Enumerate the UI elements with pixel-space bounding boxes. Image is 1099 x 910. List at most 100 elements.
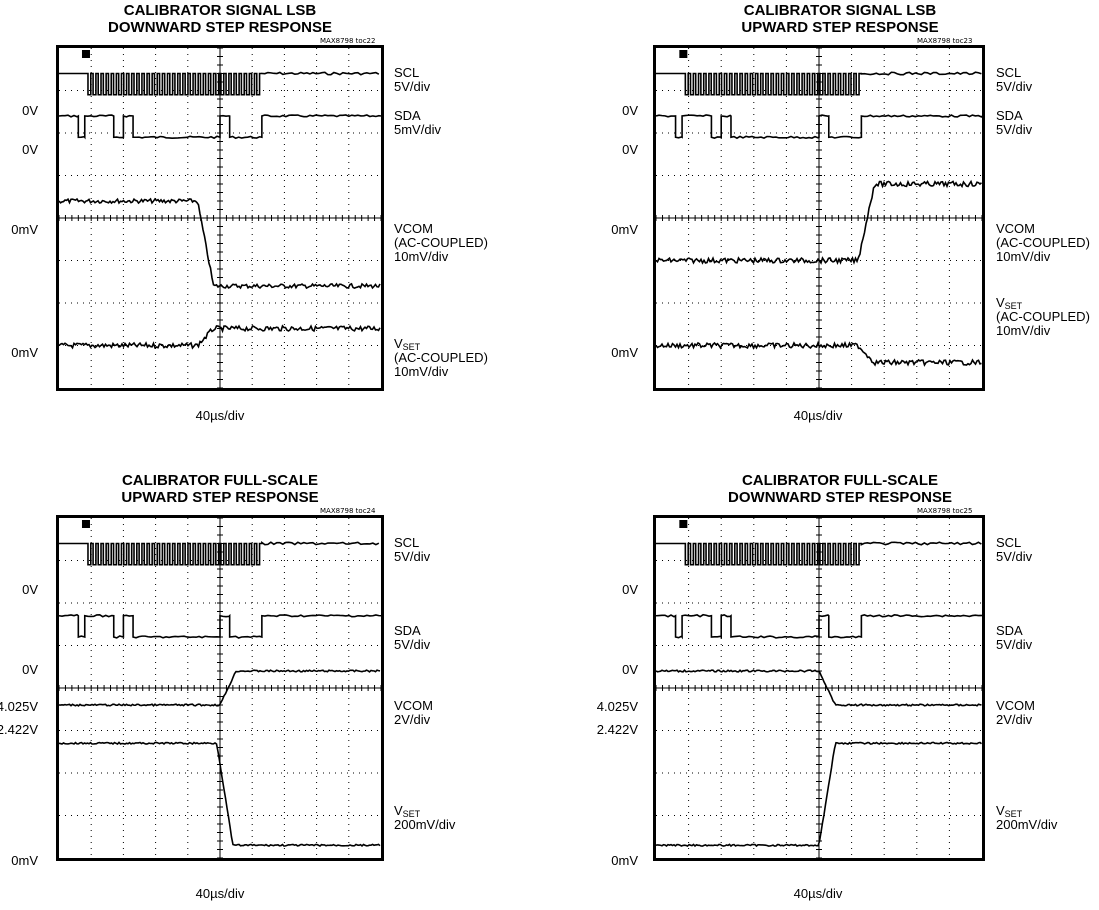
title-line-2: UPWARD STEP RESPONSE xyxy=(121,489,319,506)
scl-name: SCL xyxy=(996,535,1022,550)
sda-ground-label: 0V xyxy=(22,662,38,677)
vset-label: VSET 200mV/div xyxy=(996,804,1057,832)
vset-name: VSET xyxy=(394,336,421,352)
trace-1 xyxy=(656,613,982,640)
trace-1 xyxy=(59,613,381,639)
vcom-scale: 2V/div xyxy=(996,712,1033,727)
trace-3 xyxy=(59,741,381,848)
vcom-scale-1: (AC-COUPLED) xyxy=(394,235,488,250)
trace-0 xyxy=(59,71,380,96)
vcom-scale-1: (AC-COUPLED) xyxy=(996,235,1090,250)
vcom-name: VCOM xyxy=(394,221,433,236)
scope-plot xyxy=(59,518,381,858)
vset-label: VSET (AC-COUPLED) 10mV/div xyxy=(394,337,488,379)
vset-ground-label: 0mV xyxy=(11,853,38,868)
vcom-label: VCOM (AC-COUPLED) 10mV/div xyxy=(394,222,488,264)
trigger-marker xyxy=(81,50,90,58)
sda-scale: 5V/div xyxy=(394,637,431,652)
vset-scale-1: (AC-COUPLED) xyxy=(394,350,488,365)
scope-panel-2: CALIBRATOR SIGNAL LSB UPWARD STEP RESPON… xyxy=(560,0,1099,440)
sda-label: SDA 5V/div xyxy=(996,624,1032,652)
vcom-ground-label: 4.025V xyxy=(596,699,638,714)
sda-name: SDA xyxy=(996,108,1023,123)
vcom-label: VCOM 2V/div xyxy=(996,699,1035,727)
scl-label: SCL 5V/div xyxy=(996,536,1032,564)
vset-subscript: SET xyxy=(1004,809,1023,819)
scope-panel-3: CALIBRATOR FULL-SCALE UPWARD STEP RESPON… xyxy=(0,470,540,910)
scope-screen xyxy=(653,515,985,861)
sda-name: SDA xyxy=(996,623,1023,638)
scl-ground-label: 0V xyxy=(22,103,38,118)
scope-plot xyxy=(656,48,982,388)
scl-scale: 5V/div xyxy=(394,79,431,94)
vset-name: VSET xyxy=(996,295,1023,311)
trace-1 xyxy=(656,114,982,140)
trace-1 xyxy=(59,114,381,140)
title-line-1: CALIBRATOR FULL-SCALE xyxy=(741,472,939,489)
trace-0 xyxy=(656,71,982,96)
chart-title: CALIBRATOR FULL-SCALE DOWNWARD STEP RESP… xyxy=(660,472,1020,506)
x-axis-label: 40µs/div xyxy=(195,886,245,901)
vcom-name: VCOM xyxy=(996,698,1035,713)
vcom-ground-label-2: 2.422V xyxy=(596,722,638,737)
scope-panel-4: CALIBRATOR FULL-SCALE DOWNWARD STEP RESP… xyxy=(560,470,1099,910)
vset-scale: 200mV/div xyxy=(394,817,456,832)
vset-subscript: SET xyxy=(402,809,421,819)
title-line-2: DOWNWARD STEP RESPONSE xyxy=(728,489,952,506)
trace-2 xyxy=(59,669,381,708)
sda-name: SDA xyxy=(394,108,421,123)
scope-screen xyxy=(653,45,985,391)
vcom-label: VCOM (AC-COUPLED) 10mV/div xyxy=(996,222,1090,264)
x-axis-label: 40µs/div xyxy=(793,886,843,901)
vset-subscript: SET xyxy=(1004,301,1023,311)
vset-ground-label: 0mV xyxy=(11,345,38,360)
scl-ground-label: 0V xyxy=(622,103,638,118)
vset-scale: 200mV/div xyxy=(996,817,1058,832)
vcom-name: VCOM xyxy=(996,221,1035,236)
trace-0 xyxy=(59,540,380,566)
sda-scale: 5V/div xyxy=(996,637,1033,652)
vcom-ground-label: 0mV xyxy=(611,222,638,237)
chart-title: CALIBRATOR SIGNAL LSB UPWARD STEP RESPON… xyxy=(660,2,1020,36)
vcom-scale-2: 10mV/div xyxy=(996,249,1051,264)
scope-screen xyxy=(56,515,384,861)
vcom-name: VCOM xyxy=(394,698,433,713)
vset-subscript: SET xyxy=(402,342,421,352)
trace-2 xyxy=(656,179,982,266)
sda-ground-label: 0V xyxy=(622,142,638,157)
vcom-scale: 2V/div xyxy=(394,712,431,727)
sda-scale: 5V/div xyxy=(996,122,1033,137)
x-axis-label: 40µs/div xyxy=(195,408,245,423)
scl-label: SCL 5V/div xyxy=(996,66,1032,94)
scl-name: SCL xyxy=(996,65,1022,80)
title-line-1: CALIBRATOR SIGNAL LSB xyxy=(743,2,937,19)
vset-scale-2: 10mV/div xyxy=(394,364,449,379)
vset-label: VSET 200mV/div xyxy=(394,804,455,832)
chart-title: CALIBRATOR FULL-SCALE UPWARD STEP RESPON… xyxy=(40,472,400,506)
vset-ground-label: 0mV xyxy=(611,853,638,868)
vcom-scale-2: 10mV/div xyxy=(394,249,449,264)
scl-label: SCL 5V/div xyxy=(394,66,430,94)
trace-2 xyxy=(656,669,982,707)
trigger-marker xyxy=(679,520,688,528)
trigger-marker xyxy=(679,50,688,58)
figure-tag: MAX8798 toc23 xyxy=(917,37,973,45)
scl-ground-label: 0V xyxy=(622,582,638,597)
scope-screen xyxy=(56,45,384,391)
vset-name: VSET xyxy=(996,803,1023,819)
sda-ground-label: 0V xyxy=(622,662,638,677)
vcom-label: VCOM 2V/div xyxy=(394,699,433,727)
scl-name: SCL xyxy=(394,535,420,550)
trace-3 xyxy=(59,324,381,350)
scl-label: SCL 5V/div xyxy=(394,536,430,564)
figure-tag: MAX8798 toc25 xyxy=(917,507,973,515)
vcom-ground-label: 4.025V xyxy=(0,699,38,714)
vset-label: VSET (AC-COUPLED) 10mV/div xyxy=(996,296,1090,338)
sda-ground-label: 0V xyxy=(22,142,38,157)
sda-label: SDA 5V/div xyxy=(394,624,430,652)
title-line-1: CALIBRATOR FULL-SCALE xyxy=(121,472,319,489)
trace-3 xyxy=(656,340,982,367)
title-line-2: DOWNWARD STEP RESPONSE xyxy=(108,19,332,36)
vset-scale-2: 10mV/div xyxy=(996,323,1051,338)
scl-scale: 5V/div xyxy=(394,549,431,564)
